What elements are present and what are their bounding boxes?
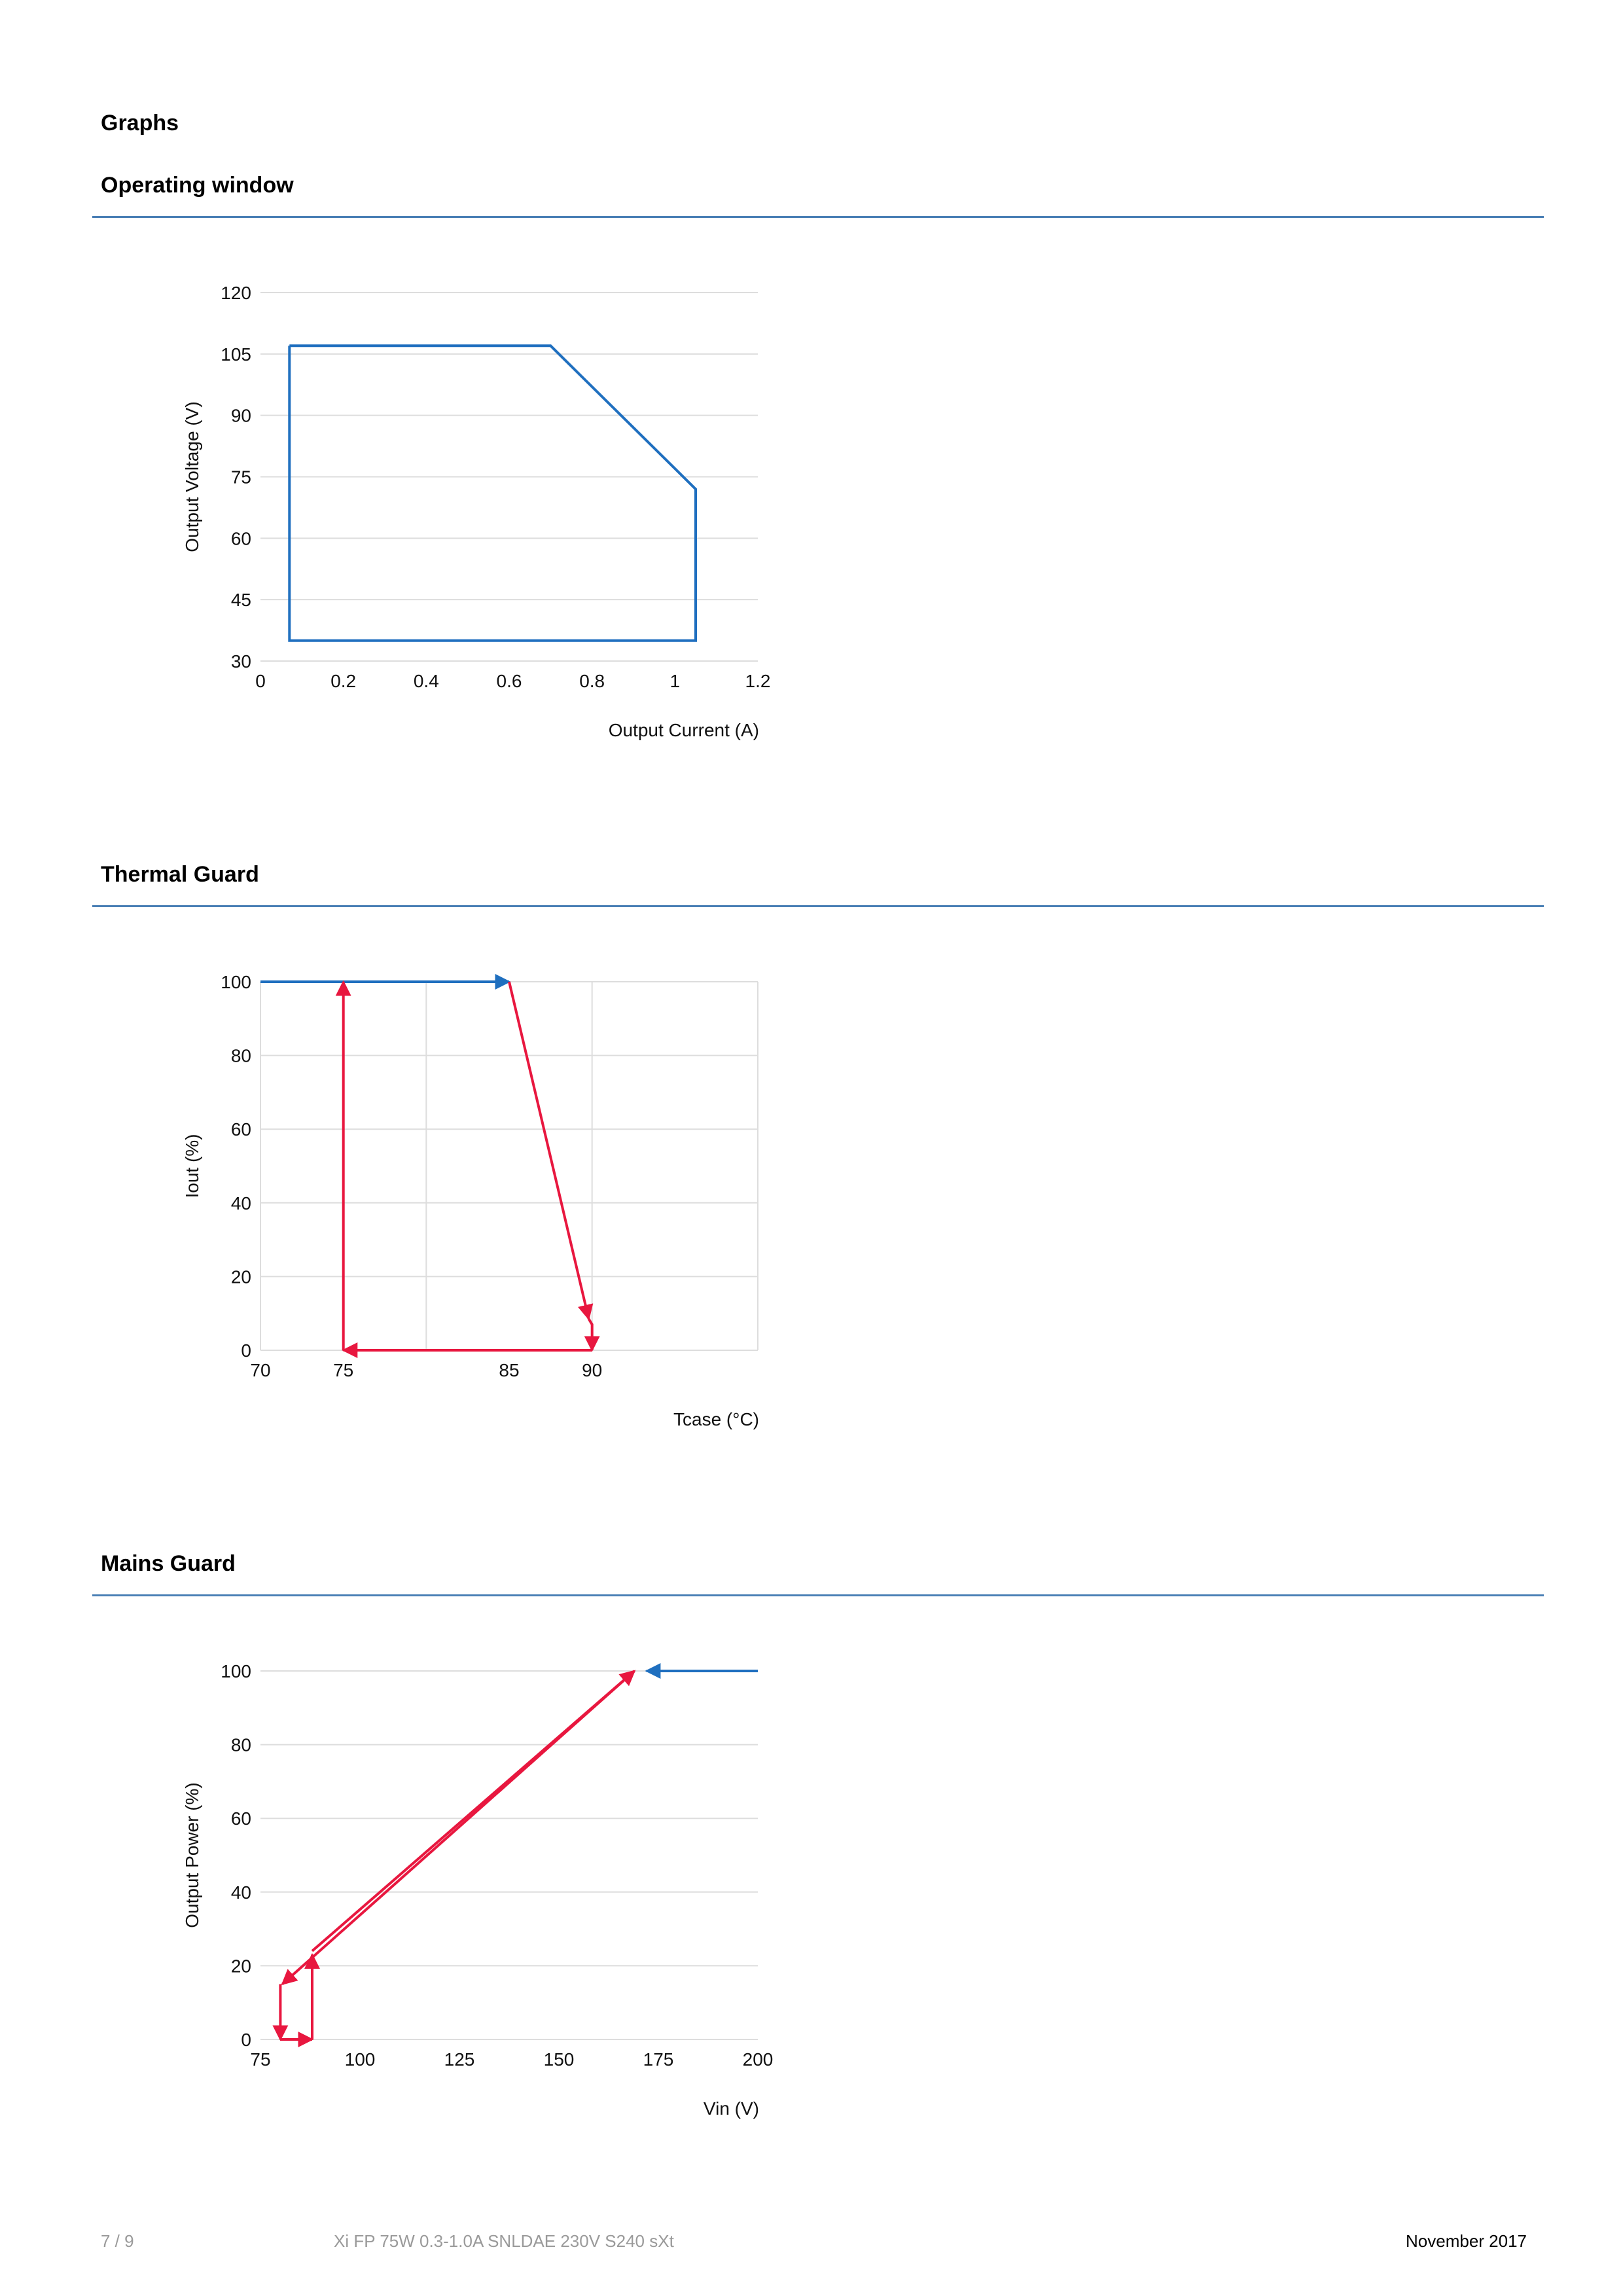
y-tick-label: 100 (221, 1661, 251, 1681)
section-divider (92, 905, 1544, 907)
x-tick-label: 0 (255, 671, 266, 691)
series-line-blue (288, 344, 697, 642)
y-tick-label: 90 (231, 406, 251, 426)
y-tick-label: 45 (231, 590, 251, 610)
y-tick-label: 0 (241, 1340, 251, 1361)
x-tick-label: 100 (345, 2049, 376, 2070)
x-tick-label: 1.2 (745, 671, 771, 691)
x-axis-label: Output Current (A) (609, 720, 759, 740)
x-tick-label: 150 (544, 2049, 575, 2070)
mains-guard-chart: 0 20 40 60 80 100 75 100 125 150 175 200 Vin (V) Outp… (182, 1661, 774, 2119)
y-tick-label: 80 (231, 1046, 251, 1066)
y-axis-label: Output Voltage (V) (182, 401, 202, 552)
footer-page-number: 7 / 9 (101, 2231, 134, 2251)
section-divider (92, 1594, 1544, 1596)
y-tick-label: 20 (231, 1266, 251, 1287)
y-axis-label: Iout (%) (182, 1134, 202, 1198)
x-tick-label: 0.4 (414, 671, 439, 691)
operating-window-chart: 30 45 60 75 90 105 120 0 0.2 0.4 0.6 0.8 1 1.2 Output … (182, 283, 771, 740)
y-tick-label: 105 (221, 344, 251, 365)
x-tick-label: 75 (333, 1360, 353, 1380)
x-tick-label: 85 (499, 1360, 519, 1380)
thermal-guard-chart: 0 20 40 60 80 100 70 75 85 90 Tcase (°C) Iout (%) (182, 972, 759, 1429)
y-axis-label: Output Power (%) (182, 1782, 202, 1928)
x-tick-label: 70 (250, 1360, 270, 1380)
section-title-operating-window: Operating window (101, 173, 294, 198)
y-tick-label: 60 (231, 1119, 251, 1139)
series-line-red (311, 1670, 636, 1952)
x-tick-label: 90 (582, 1360, 602, 1380)
section-divider (92, 216, 1544, 218)
y-tick-label: 100 (221, 972, 251, 992)
y-tick-label: 0 (241, 2030, 251, 2050)
y-tick-label: 120 (221, 283, 251, 303)
footer-product-name: Xi FP 75W 0.3-1.0A SNLDAE 230V S240 sXt (334, 2231, 674, 2251)
footer-date: November 2017 (1406, 2231, 1527, 2251)
y-tick-label: 60 (231, 528, 251, 548)
y-tick-label: 40 (231, 1193, 251, 1213)
y-tick-label: 60 (231, 1808, 251, 1829)
section-title-mains-guard: Mains Guard (101, 1551, 236, 1576)
x-tick-label: 0.2 (330, 671, 356, 691)
x-tick-label: 0.8 (579, 671, 605, 691)
x-tick-label: 1 (670, 671, 681, 691)
section-title-thermal-guard: Thermal Guard (101, 862, 259, 887)
x-tick-label: 175 (643, 2049, 674, 2070)
y-tick-label: 75 (231, 467, 251, 488)
x-tick-label: 125 (444, 2049, 475, 2070)
y-tick-label: 80 (231, 1735, 251, 1755)
series-line-red (508, 981, 594, 1321)
series-line-red (584, 1318, 600, 1352)
page-heading: Graphs (101, 111, 179, 135)
y-tick-label: 30 (231, 651, 251, 672)
x-axis-label: Tcase (°C) (673, 1409, 759, 1429)
x-tick-label: 75 (250, 2049, 270, 2070)
y-tick-label: 20 (231, 1956, 251, 1976)
x-tick-label: 200 (743, 2049, 774, 2070)
x-tick-label: 0.6 (497, 671, 522, 691)
y-tick-label: 40 (231, 1882, 251, 1903)
x-axis-label: Vin (V) (704, 2098, 759, 2119)
